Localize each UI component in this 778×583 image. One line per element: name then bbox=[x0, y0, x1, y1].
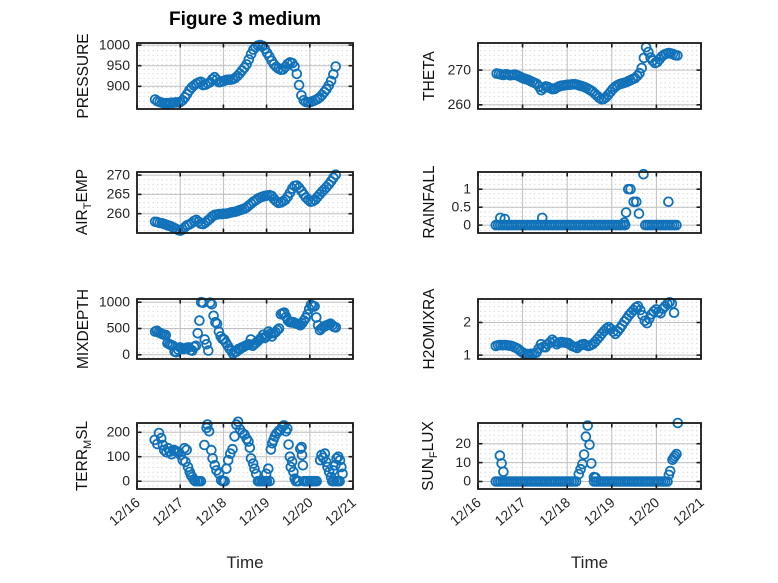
time-xlabel-left: Time bbox=[226, 553, 264, 572]
svg-text:0: 0 bbox=[463, 473, 471, 489]
svg-text:100: 100 bbox=[107, 448, 131, 464]
svg-text:10: 10 bbox=[455, 454, 471, 470]
svg-text:12/17: 12/17 bbox=[149, 494, 186, 529]
svg-text:270: 270 bbox=[448, 61, 472, 77]
svg-text:200: 200 bbox=[107, 424, 131, 440]
svg-text:12/18: 12/18 bbox=[192, 494, 229, 529]
svg-text:1000: 1000 bbox=[99, 36, 130, 52]
pressure-plot: 900 950 1000 bbox=[99, 36, 354, 110]
mixdepth-plot: 0 500 1000 bbox=[99, 293, 354, 362]
svg-text:500: 500 bbox=[107, 320, 131, 336]
rainfall-ylabel: RAINFALL bbox=[421, 165, 438, 239]
svg-text:1000: 1000 bbox=[99, 293, 130, 309]
svg-text:12/20: 12/20 bbox=[279, 494, 316, 529]
svg-text:1: 1 bbox=[463, 180, 471, 196]
svg-text:260: 260 bbox=[107, 205, 131, 221]
sun-flux-plot: 0 10 20 12/16 12/17 12/18 12/19 12/20 12/21 bbox=[447, 417, 707, 529]
mixdepth-ylabel: MIXDEPTH bbox=[75, 288, 92, 370]
theta-ylabel: THETA bbox=[421, 51, 438, 101]
svg-text:12/20: 12/20 bbox=[625, 494, 662, 529]
svg-text:12/21: 12/21 bbox=[670, 494, 707, 529]
svg-text:12/16: 12/16 bbox=[447, 494, 484, 529]
svg-text:0.5: 0.5 bbox=[452, 198, 472, 214]
h2omixra-plot: 12 bbox=[463, 296, 702, 362]
svg-text:950: 950 bbox=[107, 57, 131, 73]
terr-msl-plot: 0 100 200 12/16 12/17 12/18 12/19 12/20 12/21 bbox=[106, 416, 359, 529]
air-temp-ylabel: AIRTEMP bbox=[74, 168, 94, 236]
rainfall-plot: 00.51 bbox=[452, 168, 702, 234]
air-temp-plot: 260 265 270 bbox=[107, 166, 354, 236]
sun-flux-ylabel: SUNFLUX bbox=[420, 421, 440, 491]
svg-text:0: 0 bbox=[122, 472, 130, 488]
svg-text:12/16: 12/16 bbox=[106, 494, 143, 529]
svg-text:270: 270 bbox=[107, 166, 131, 182]
svg-text:12/19: 12/19 bbox=[581, 494, 618, 529]
pressure-ylabel: PRESSURE bbox=[75, 33, 92, 119]
svg-text:2: 2 bbox=[463, 314, 471, 330]
svg-text:12/19: 12/19 bbox=[235, 494, 272, 529]
time-xlabel-right: Time bbox=[570, 553, 609, 572]
svg-text:0: 0 bbox=[463, 216, 471, 232]
svg-text:12/21: 12/21 bbox=[322, 494, 359, 529]
svg-text:1: 1 bbox=[463, 346, 471, 362]
svg-text:12/17: 12/17 bbox=[491, 494, 528, 529]
h2omixra-ylabel: H2OMIXRA bbox=[421, 288, 438, 370]
svg-text:12/18: 12/18 bbox=[536, 494, 573, 529]
svg-text:260: 260 bbox=[448, 96, 472, 112]
svg-text:20: 20 bbox=[455, 435, 471, 451]
svg-text:900: 900 bbox=[107, 78, 131, 94]
theta-plot: 260 270 bbox=[448, 41, 702, 112]
svg-text:265: 265 bbox=[107, 186, 131, 202]
terr-msl-ylabel: TERRMSL bbox=[74, 420, 94, 492]
figure-title: Figure 3 medium bbox=[168, 9, 322, 30]
svg-text:0: 0 bbox=[122, 346, 130, 362]
